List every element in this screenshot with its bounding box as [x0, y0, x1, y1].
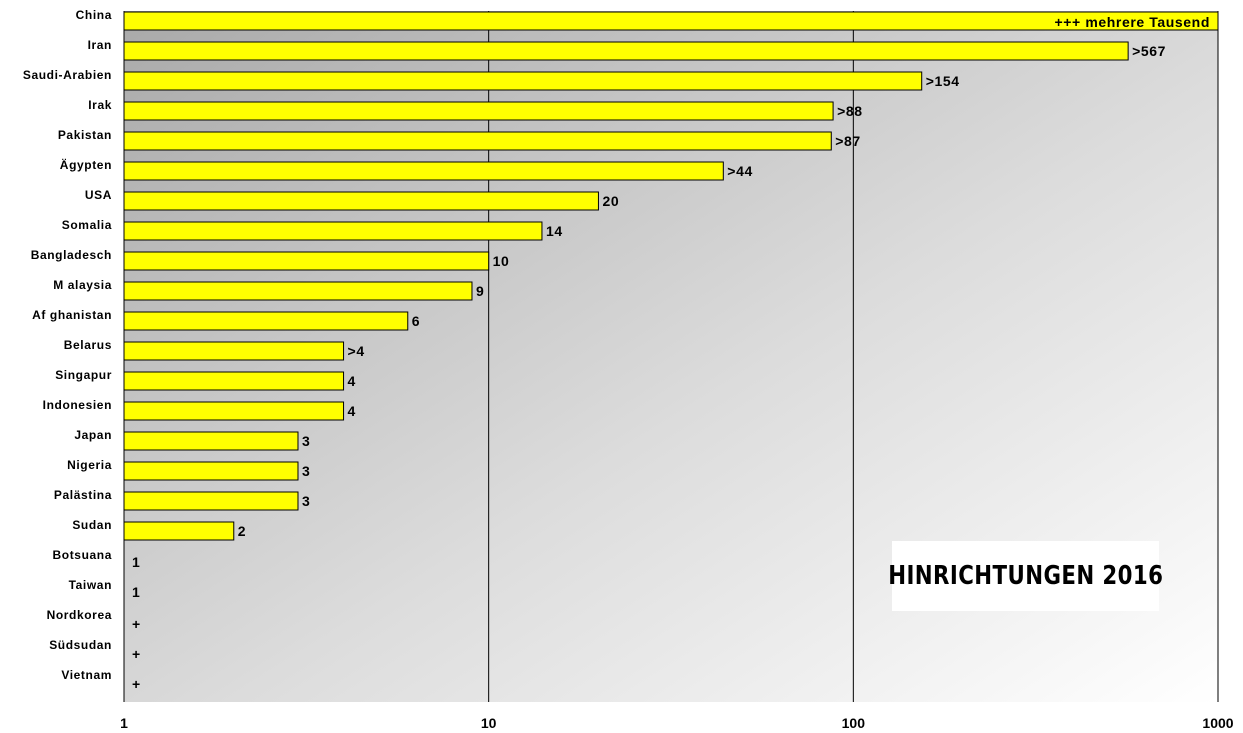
data-label: 10 [493, 253, 510, 269]
data-label: 14 [546, 223, 563, 239]
category-label: Belarus [64, 338, 112, 352]
chart-title-box: HINRICHTUNGEN 2016 [888, 541, 1163, 611]
data-label: >87 [835, 133, 861, 149]
bars [123, 11, 1219, 541]
category-label: Iran [88, 38, 112, 52]
category-label: Singapur [55, 368, 112, 382]
category-label: M alaysia [53, 278, 112, 292]
data-label: 20 [602, 193, 619, 209]
category-label: Taiwan [69, 578, 112, 592]
category-label: Sudan [72, 518, 112, 532]
data-label: 3 [302, 493, 310, 509]
gridlines [123, 11, 1219, 702]
category-label: Ägypten [60, 157, 112, 172]
bar [123, 401, 345, 421]
category-label: Vietnam [61, 668, 112, 682]
category-label: Indonesien [43, 398, 112, 412]
category-label: Bangladesch [31, 248, 112, 262]
bar [123, 251, 490, 271]
category-label: China [76, 8, 112, 22]
data-label: 4 [348, 403, 356, 419]
x-tick-label: 100 [842, 715, 866, 731]
data-label: >4 [348, 343, 365, 359]
data-label: 3 [302, 433, 310, 449]
data-label: 3 [302, 463, 310, 479]
category-label: Pakistan [58, 128, 112, 142]
bar [123, 41, 1129, 61]
data-labels: +++ mehrere Tausend>567>154>88>87>442014… [132, 14, 1211, 692]
data-label: + [132, 676, 141, 692]
data-label: 1 [132, 554, 140, 570]
category-label: Af ghanistan [32, 308, 112, 322]
bar [123, 521, 235, 541]
data-label: >567 [1132, 43, 1166, 59]
category-labels: China Iran Saudi-Arabien Irak Pakistan Ägypte… [23, 8, 112, 682]
bar [123, 371, 345, 391]
data-label: +++ mehrere Tausend [1055, 14, 1211, 30]
bar [123, 71, 923, 91]
category-label: USA [85, 188, 112, 202]
x-tick-label: 10 [481, 715, 497, 731]
data-label: + [132, 646, 141, 662]
data-label: >88 [837, 103, 863, 119]
bar [123, 461, 299, 481]
chart-title: HINRICHTUNGEN 2016 [887, 561, 1164, 591]
bar [123, 11, 1219, 31]
data-label: 2 [238, 523, 246, 539]
category-label: Irak [88, 98, 112, 112]
bar [123, 131, 832, 151]
bar [123, 191, 599, 211]
category-label: Somalia [62, 218, 112, 232]
bar [123, 341, 345, 361]
data-label: 4 [348, 373, 356, 389]
bar [123, 281, 473, 301]
bar [123, 431, 299, 451]
x-tick-label: 1000 [1202, 715, 1233, 731]
x-axis-tick-labels: 1 10 100 1000 [120, 715, 1234, 731]
category-label: Japan [74, 428, 112, 442]
data-label: 9 [476, 283, 484, 299]
bar [123, 491, 299, 511]
category-label: Südsudan [49, 638, 112, 652]
data-label: 1 [132, 584, 140, 600]
data-label: >154 [926, 73, 960, 89]
category-label: Palästina [54, 488, 112, 502]
data-label: 6 [412, 313, 420, 329]
category-label: Nordkorea [47, 608, 112, 622]
bar [123, 101, 834, 121]
category-label: Nigeria [67, 458, 112, 472]
data-label: >44 [727, 163, 753, 179]
category-label: Botsuana [53, 548, 112, 562]
bar [123, 221, 543, 241]
x-tick-label: 1 [120, 715, 128, 731]
bar [123, 311, 409, 331]
category-label: Saudi-Arabien [23, 68, 112, 82]
bar [123, 161, 724, 181]
data-label: + [132, 616, 141, 632]
